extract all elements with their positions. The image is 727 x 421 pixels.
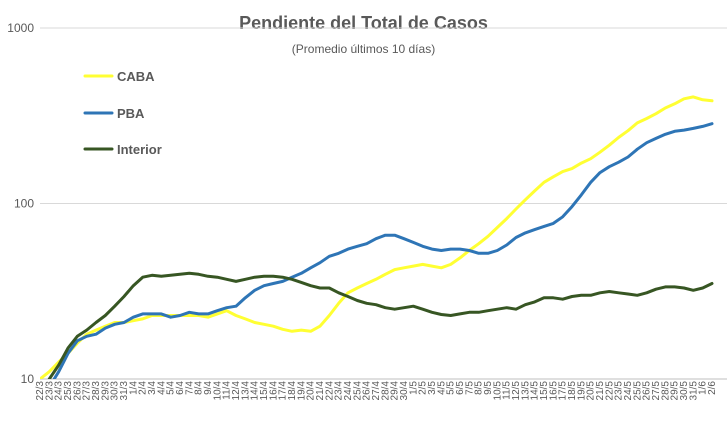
- x-tick-label: 19/4: [296, 381, 307, 401]
- x-tick-label: 12/5: [511, 381, 522, 401]
- x-tick-label: 27/5: [651, 381, 662, 401]
- x-tick-label: 5/4: [166, 381, 177, 395]
- x-tick-label: 22/4: [324, 381, 335, 401]
- x-tick-label: 29/4: [390, 381, 401, 401]
- axes: 10100100022/323/324/325/326/327/328/329/…: [7, 21, 727, 400]
- x-tick-label: 1/6: [698, 381, 709, 395]
- x-tick-label: 12/4: [231, 381, 242, 401]
- x-tick-label: 26/3: [72, 381, 83, 401]
- x-tick-label: 24/4: [343, 381, 354, 401]
- x-tick-label: 26/4: [362, 381, 373, 401]
- x-tick-label: 3/4: [147, 381, 158, 395]
- x-tick-label: 31/5: [688, 381, 699, 401]
- x-tick-label: 11/5: [502, 381, 513, 400]
- x-tick-label: 31/3: [119, 381, 130, 401]
- legend-label-caba: CABA: [117, 69, 155, 84]
- x-tick-label: 18/5: [567, 381, 578, 401]
- x-tick-label: 10/5: [492, 381, 503, 401]
- y-tick-label: 10: [21, 372, 35, 386]
- x-tick-label: 14/5: [530, 381, 541, 401]
- x-tick-label: 2/4: [138, 381, 149, 395]
- y-tick-label: 1000: [7, 21, 34, 35]
- x-tick-label: 29/3: [100, 381, 111, 401]
- x-tick-label: 16/4: [268, 381, 279, 401]
- x-tick-label: 8/4: [194, 381, 205, 395]
- x-tick-label: 4/5: [436, 381, 447, 395]
- x-tick-label: 23/4: [334, 381, 345, 401]
- x-tick-label: 16/5: [548, 381, 559, 401]
- x-tick-label: 20/5: [586, 381, 597, 401]
- x-tick-label: 18/4: [287, 381, 298, 401]
- chart-subtitle: (Promedio últimos 10 días): [292, 42, 435, 56]
- x-tick-label: 21/4: [315, 381, 326, 401]
- x-tick-label: 19/5: [576, 381, 587, 401]
- x-tick-label: 22/5: [604, 381, 615, 401]
- x-tick-label: 30/3: [110, 381, 121, 401]
- x-tick-label: 28/3: [91, 381, 102, 401]
- x-tick-label: 6/4: [175, 381, 186, 395]
- x-tick-label: 25/3: [63, 381, 74, 401]
- series-line-pba: [52, 122, 714, 379]
- x-tick-label: 22/3: [35, 381, 46, 401]
- x-tick-label: 28/4: [380, 381, 391, 401]
- x-tick-label: 3/5: [427, 381, 438, 395]
- x-tick-label: 2/6: [707, 381, 718, 395]
- legend-label-pba: PBA: [117, 106, 145, 121]
- chart-title: Pendiente del Total de Casos: [239, 13, 488, 33]
- series-line-caba: [40, 95, 714, 379]
- x-tick-label: 10/4: [212, 381, 223, 401]
- x-tick-label: 29/5: [670, 381, 681, 401]
- x-tick-label: 14/4: [250, 381, 261, 401]
- x-tick-label: 21/5: [595, 381, 606, 401]
- x-tick-label: 5/5: [446, 381, 457, 395]
- y-tick-label: 100: [14, 197, 34, 211]
- x-tick-label: 17/5: [558, 381, 569, 401]
- series-line-interior: [47, 271, 714, 379]
- legend: CABA PBA Interior: [83, 69, 162, 157]
- x-tick-label: 13/5: [520, 381, 531, 401]
- x-tick-label: 13/4: [240, 381, 251, 401]
- x-tick-label: 26/5: [642, 381, 653, 401]
- x-tick-label: 7/5: [464, 381, 475, 395]
- x-tick-label: 17/4: [278, 381, 289, 401]
- x-tick-label: 1/4: [128, 381, 139, 395]
- x-tick-label: 6/5: [455, 381, 466, 395]
- legend-label-interior: Interior: [117, 142, 162, 157]
- x-tick-label: 11/4: [222, 381, 233, 400]
- x-tick-label: 28/5: [660, 381, 671, 401]
- x-tick-label: 27/3: [82, 381, 93, 401]
- x-tick-label: 15/4: [259, 381, 270, 401]
- x-tick-label: 4/4: [156, 381, 167, 395]
- x-tick-label: 24/5: [623, 381, 634, 401]
- x-tick-label: 25/4: [352, 381, 363, 401]
- x-tick-label: 1/5: [408, 381, 419, 395]
- x-tick-label: 15/5: [539, 381, 550, 401]
- x-tick-label: 23/5: [614, 381, 625, 401]
- series-lines: [40, 95, 714, 379]
- x-tick-label: 23/3: [44, 381, 55, 401]
- x-tick-label: 9/5: [483, 381, 494, 395]
- x-tick-label: 27/4: [371, 381, 382, 401]
- x-tick-label: 30/4: [399, 381, 410, 401]
- x-tick-label: 20/4: [306, 381, 317, 401]
- x-tick-label: 24/3: [54, 381, 65, 401]
- x-tick-label: 25/5: [632, 381, 643, 401]
- x-tick-label: 8/5: [474, 381, 485, 395]
- x-tick-label: 2/5: [418, 381, 429, 395]
- x-tick-label: 9/4: [203, 381, 214, 395]
- x-tick-label: 30/5: [679, 381, 690, 401]
- x-tick-label: 7/4: [184, 381, 195, 395]
